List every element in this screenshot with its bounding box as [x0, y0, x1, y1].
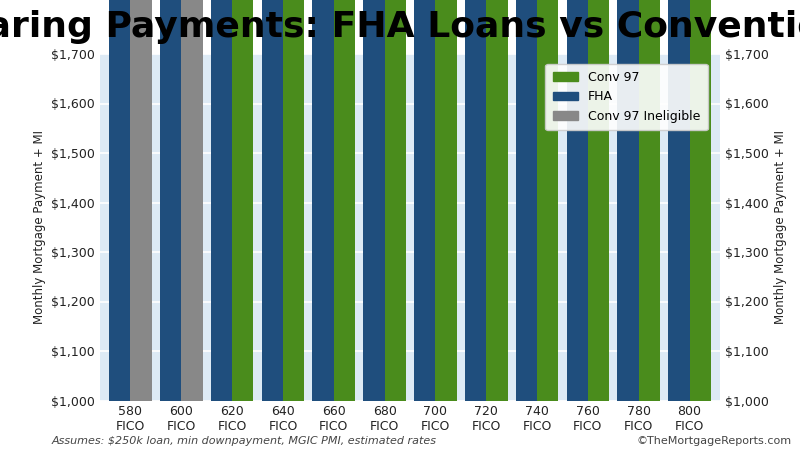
Bar — [465, 0, 486, 400]
Bar — [130, 0, 152, 400]
Bar — [588, 0, 610, 400]
Bar — [638, 0, 660, 400]
Bar — [109, 0, 130, 400]
Text: Assumes: $250k loan, min downpayment, MGIC PMI, estimated rates: Assumes: $250k loan, min downpayment, MG… — [52, 436, 437, 446]
Bar — [486, 0, 507, 400]
Bar — [334, 0, 355, 400]
Bar — [690, 0, 711, 400]
Bar — [668, 0, 690, 400]
Bar — [210, 0, 232, 400]
Legend: Conv 97, FHA, Conv 97 Ineligible: Conv 97, FHA, Conv 97 Ineligible — [545, 64, 707, 130]
Bar — [385, 0, 406, 400]
Bar — [232, 0, 254, 400]
Bar — [618, 0, 638, 400]
Bar — [182, 0, 202, 400]
Bar — [313, 0, 334, 400]
Bar — [363, 0, 385, 400]
Bar — [262, 0, 283, 400]
Bar — [566, 0, 588, 400]
Text: ©TheMortgageReports.com: ©TheMortgageReports.com — [637, 436, 792, 446]
Title: Comparing Payments: FHA Loans vs Conventional 97: Comparing Payments: FHA Loans vs Convent… — [0, 10, 800, 45]
Bar — [160, 0, 182, 400]
Bar — [516, 0, 537, 400]
Bar — [283, 0, 304, 400]
Y-axis label: Monthly Mortgage Payment + MI: Monthly Mortgage Payment + MI — [33, 130, 46, 324]
Bar — [537, 0, 558, 400]
Bar — [435, 0, 457, 400]
Y-axis label: Monthly Mortgage Payment + MI: Monthly Mortgage Payment + MI — [774, 130, 787, 324]
Bar — [414, 0, 435, 400]
